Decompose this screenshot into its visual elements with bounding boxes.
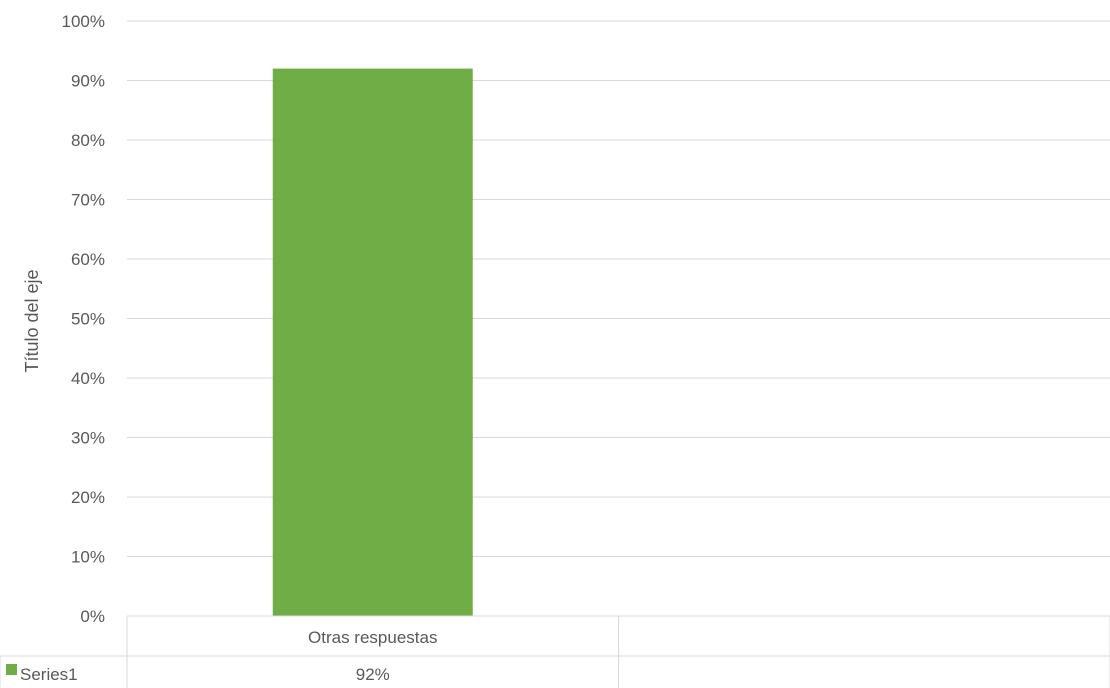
data-table: Otras respuestas Series1 92%: [0, 615, 1110, 688]
y-tick-label: 80%: [71, 131, 105, 150]
y-axis-ticks: 0% 10% 20% 30% 40% 50% 60% 70% 80% 90% 100%: [62, 12, 105, 626]
data-table-value: 92%: [356, 665, 390, 684]
y-tick-label: 10%: [71, 548, 105, 567]
y-tick-label: 20%: [71, 488, 105, 507]
legend-series-name: Series1: [20, 665, 78, 684]
y-tick-label: 60%: [71, 250, 105, 269]
y-tick-label: 0%: [80, 607, 105, 626]
y-axis-title: Título del eje: [22, 269, 42, 372]
y-tick-label: 30%: [71, 429, 105, 448]
category-label: Otras respuestas: [308, 628, 437, 647]
bars: [272, 68, 473, 617]
y-tick-label: 100%: [62, 12, 105, 31]
y-tick-label: 40%: [71, 369, 105, 388]
y-tick-label: 90%: [71, 72, 105, 91]
bar: [272, 68, 473, 617]
y-tick-label: 70%: [71, 191, 105, 210]
y-tick-label: 50%: [71, 310, 105, 329]
legend-swatch: [6, 664, 17, 675]
